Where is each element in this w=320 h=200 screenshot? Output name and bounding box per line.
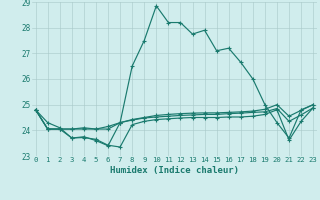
X-axis label: Humidex (Indice chaleur): Humidex (Indice chaleur) xyxy=(110,166,239,175)
